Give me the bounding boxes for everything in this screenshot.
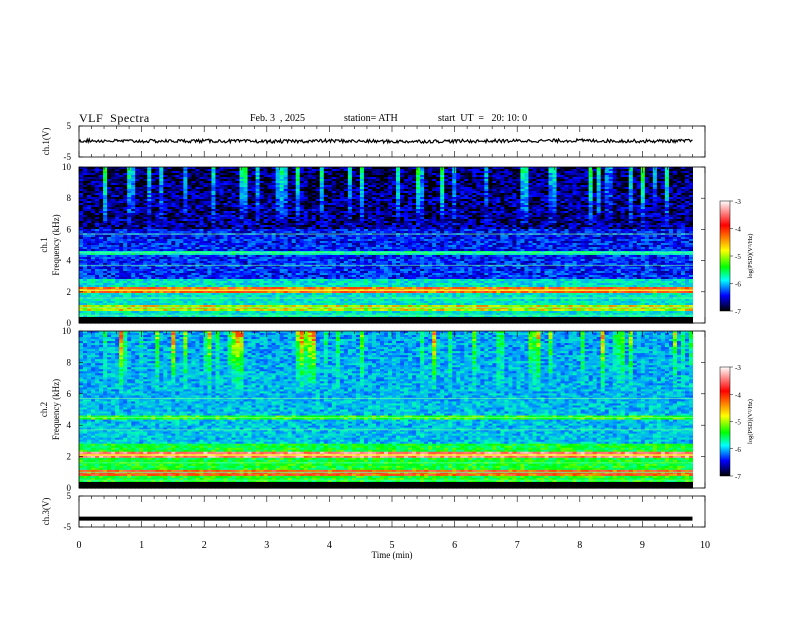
ch1-freq-axis-label: ch.1 [39, 237, 49, 252]
ch3-waveform-line [79, 517, 692, 521]
colorbar-2 [720, 367, 730, 476]
ch1-tick-label: 5 [67, 121, 72, 131]
ch2-spectrogram-image [79, 331, 705, 489]
ch2-freq-tick-label: 10 [62, 326, 72, 336]
x-tick-label: 6 [452, 540, 457, 551]
ch2-freq-tick-label: 8 [67, 357, 72, 367]
ch3-tick-label: 5 [67, 491, 72, 501]
x-tick-label: 7 [515, 540, 520, 551]
colorbar-tick-label: -7 [735, 308, 741, 316]
ch1-freq-tick-label: 10 [62, 162, 72, 172]
ch1-freq-tick-label: 8 [67, 193, 72, 203]
ch2-freq-axis-label: Frequency (kHz) [51, 379, 61, 440]
ch1-freq-tick-label: 2 [67, 287, 72, 297]
start-time-label: start UT = 20: 10: 0 [438, 113, 527, 124]
colorbar-1 [720, 201, 730, 311]
x-tick-label: 9 [640, 540, 645, 551]
colorbar-tick-label: -3 [735, 198, 741, 206]
x-tick-label: 8 [577, 540, 582, 551]
x-tick-label: 0 [77, 540, 82, 551]
ch1-waveform-line [79, 139, 693, 143]
ch3-axis-label: ch.3(V) [41, 498, 51, 526]
ch2-freq-axis-label: ch.2 [39, 402, 49, 417]
colorbar-tick-label: -4 [735, 391, 741, 399]
ch1-freq-axis-label: Frequency (kHz) [51, 214, 61, 275]
colorbar-label: log(PSD)(V²/Hz) [747, 234, 754, 279]
colorbars: -3 -4 -5 -6 -7 log(PSD)(V²/Hz) -3 -4 -5 -6 -7 log(P… [720, 198, 754, 481]
ch1-axis-label: ch.1(V) [41, 128, 51, 156]
ch1-freq-tick-label: 4 [67, 256, 72, 266]
station-label: station= ATH [344, 113, 398, 124]
colorbar-tick-label: -5 [735, 253, 741, 261]
x-tick-label: 4 [327, 540, 332, 551]
x-tick-label: 3 [264, 540, 269, 551]
ch3-tick-label: -5 [64, 522, 72, 532]
date-label: Feb. 3 , 2025 [250, 113, 305, 124]
x-tick-label: 2 [202, 540, 207, 551]
colorbar-tick-label: -4 [735, 226, 741, 234]
colorbar-label: log(PSD)(V²/Hz) [747, 399, 754, 444]
ch2-freq-tick-label: 2 [67, 452, 72, 462]
colorbar-tick-label: -3 [735, 364, 741, 372]
x-axis-label: Time (min) [372, 550, 413, 560]
ch1-freq-tick-label: 6 [67, 224, 72, 234]
x-tick-label: 10 [700, 540, 710, 551]
x-tick-label: 1 [139, 540, 144, 551]
colorbar-tick-label: -7 [735, 473, 741, 481]
ch1-spectrogram-image [79, 167, 705, 324]
colorbar-tick-label: -6 [735, 446, 741, 454]
ch1-tick-label: -5 [64, 152, 72, 162]
colorbar-tick-label: -5 [735, 419, 741, 427]
ch2-freq-tick-label: 4 [67, 420, 72, 430]
figure-title: VLF Spectra [79, 111, 150, 126]
colorbar-tick-label: -6 [735, 281, 741, 289]
ch2-freq-tick-label: 6 [67, 389, 72, 399]
